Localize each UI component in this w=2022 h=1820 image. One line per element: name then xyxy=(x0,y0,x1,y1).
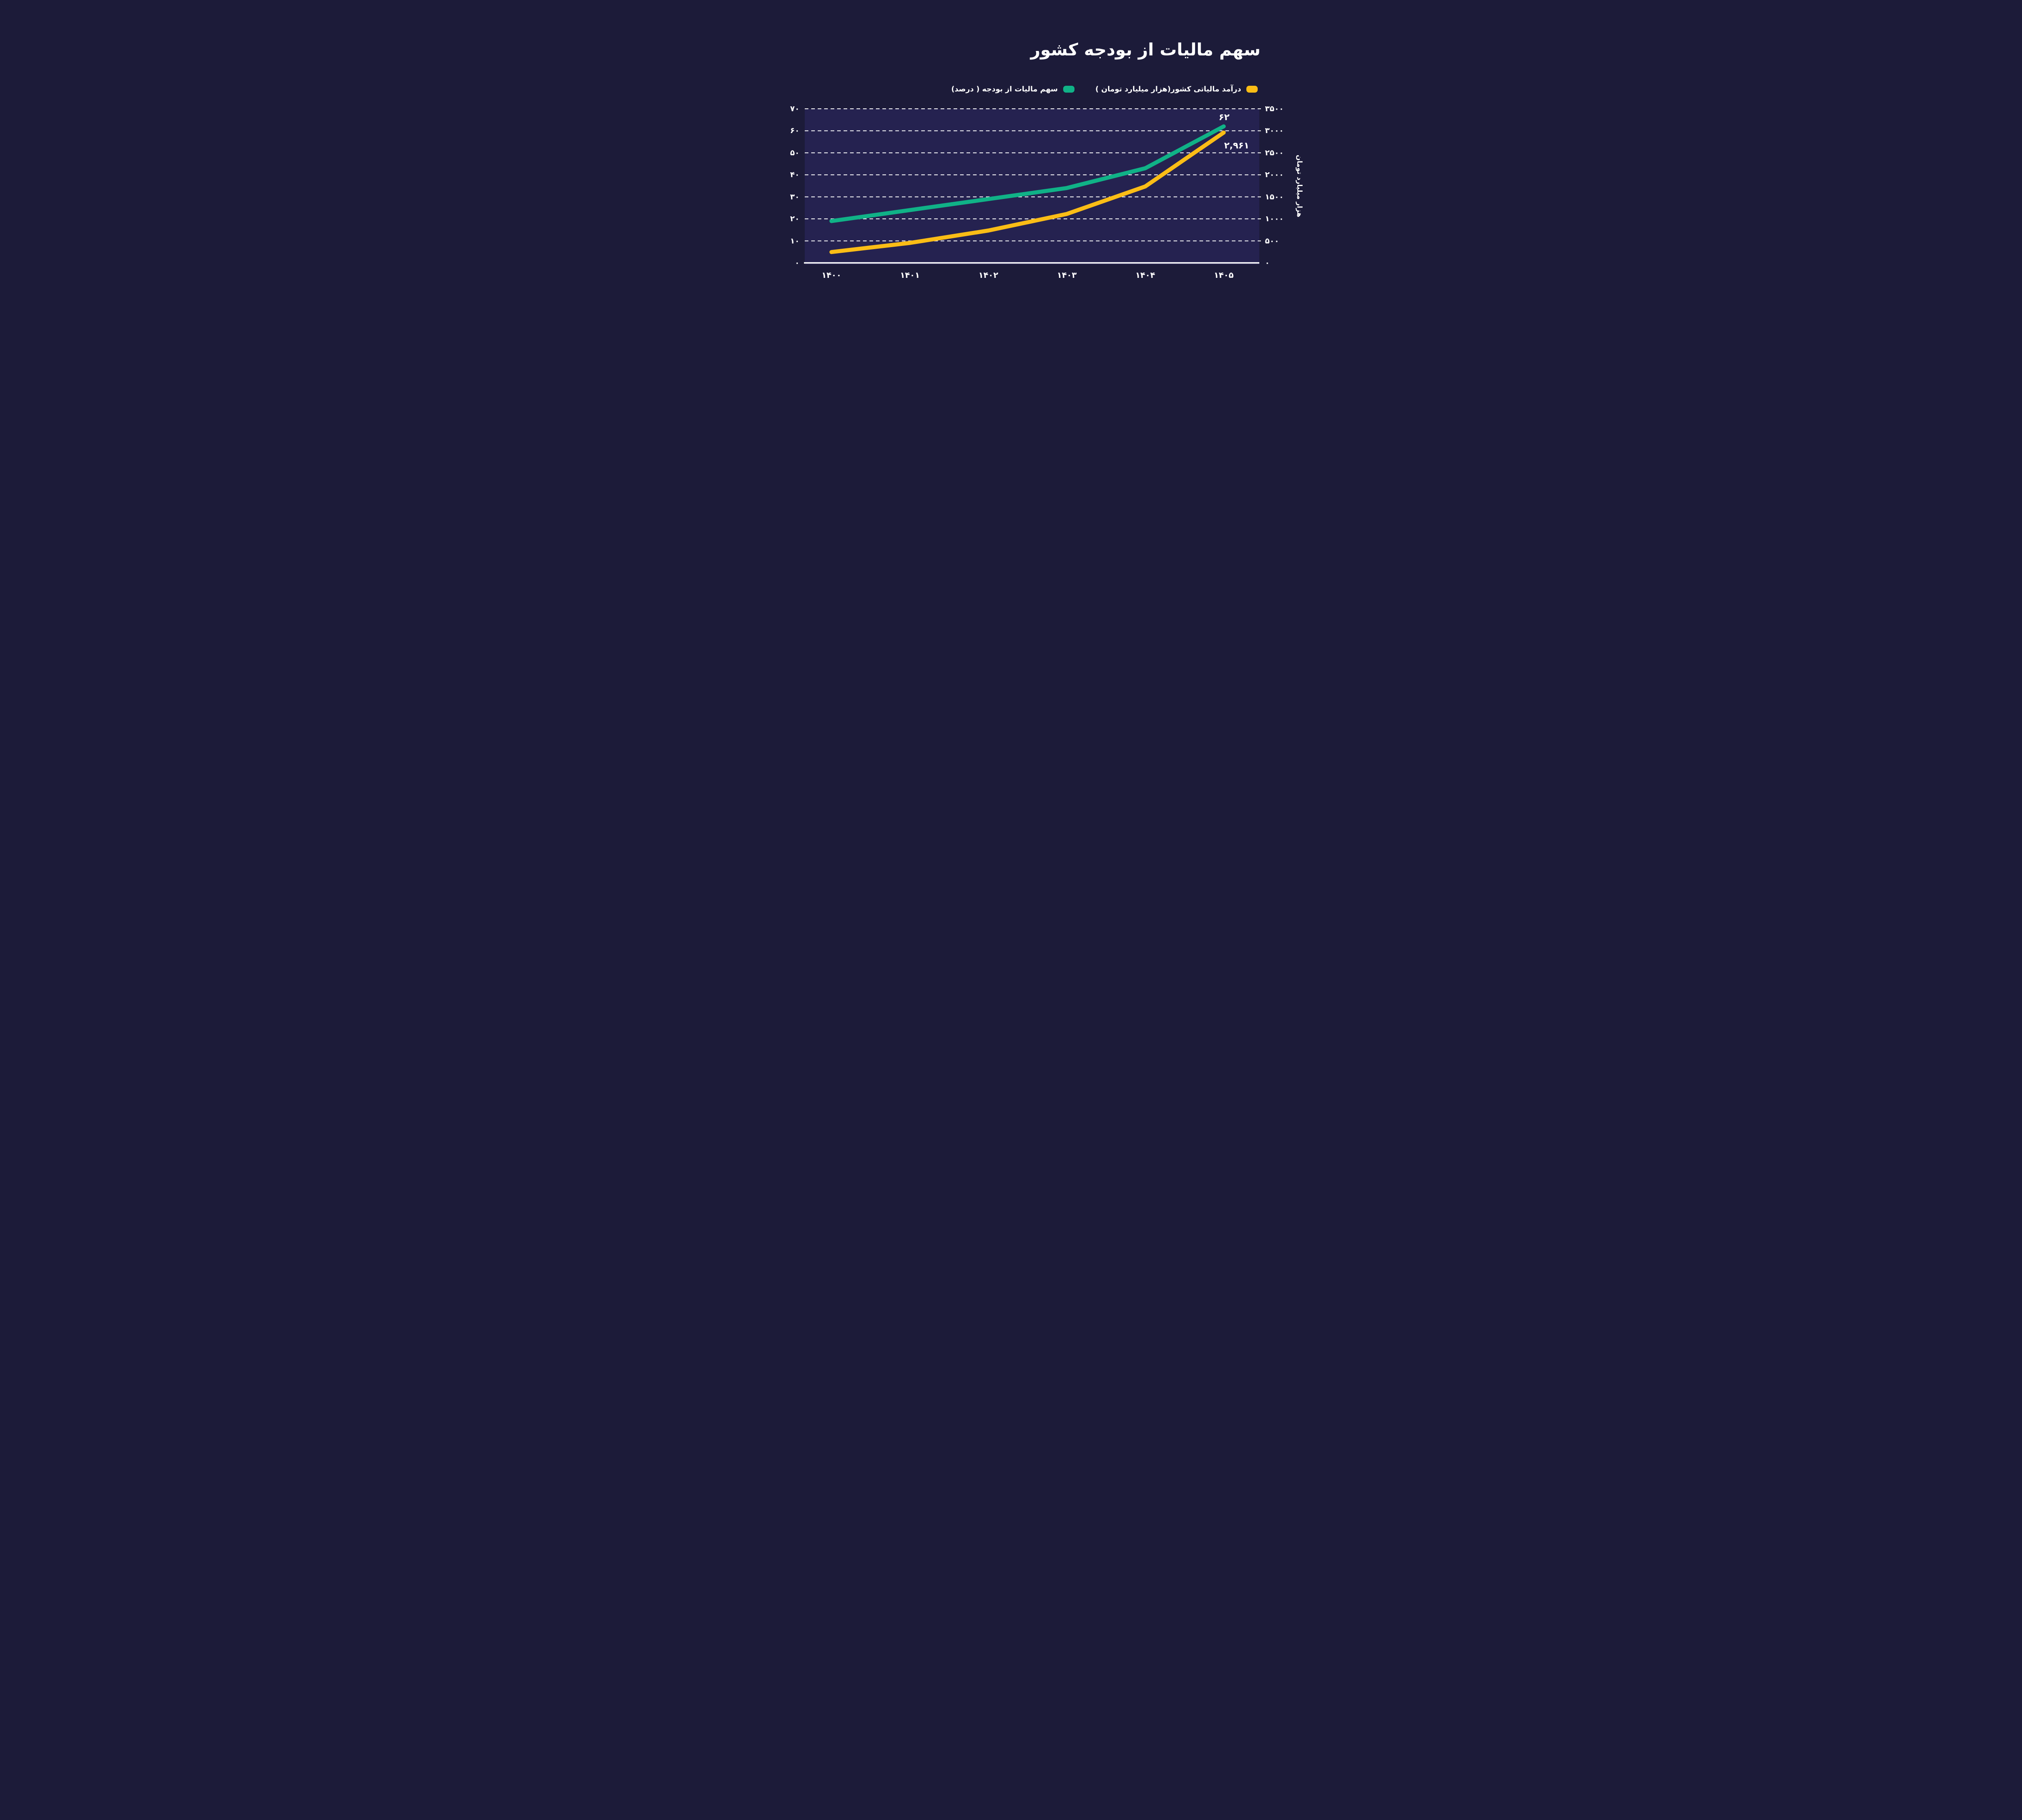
left-axis-tick: ۴۰ xyxy=(790,170,799,180)
right-axis-tick: ۲۰۰۰ xyxy=(1265,170,1284,180)
legend-label-tax-share: سهم مالیات از بودجه ( درصد) xyxy=(951,85,1058,93)
legend-label-tax-revenue: درآمد مالیاتی کشور(هزار میلیارد تومان ) xyxy=(1095,85,1241,93)
legend-swatch-green-icon xyxy=(1063,86,1074,93)
legend-item-tax-revenue: درآمد مالیاتی کشور(هزار میلیارد تومان ) xyxy=(1096,85,1258,93)
right-axis-tick: ۳۵۰۰ xyxy=(1265,104,1284,113)
left-axis-tick: ۰ xyxy=(795,258,799,267)
left-axis-tick: ۳۰ xyxy=(790,192,799,201)
right-axis-tick: ۱۵۰۰ xyxy=(1265,192,1284,201)
x-axis-label: ۱۴۰۵ xyxy=(1214,270,1234,280)
right-axis-title: هزار میلیارد تومان xyxy=(1295,154,1303,218)
right-axis-tick: ۲۵۰۰ xyxy=(1265,148,1284,157)
chart-title: سهم مالیات از بودجه کشور xyxy=(1030,40,1261,59)
annotation-tax-revenue-value: ۲,۹۶۱ xyxy=(1224,140,1250,151)
left-axis-tick: ۶۰ xyxy=(790,126,799,135)
annotation-tax-share-value: ۶۲ xyxy=(1218,112,1230,123)
left-axis-tick: ۵۰ xyxy=(790,148,799,157)
infographic-canvas: سهم مالیات از بودجه کشور درآمد مالیاتی ک… xyxy=(687,0,1335,364)
x-axis-label: ۱۴۰۱ xyxy=(900,270,920,280)
left-axis-tick: ۷۰ xyxy=(790,104,799,113)
x-axis-label: ۱۴۰۴ xyxy=(1135,270,1155,280)
x-axis-label: ۱۴۰۳ xyxy=(1057,270,1077,280)
legend-item-tax-share: سهم مالیات از بودجه ( درصد) xyxy=(951,85,1074,93)
x-axis-label: ۱۴۰۰ xyxy=(821,270,842,280)
right-axis-tick: ۵۰۰ xyxy=(1265,236,1279,245)
line-chart xyxy=(687,0,1335,364)
right-axis-tick: ۰ xyxy=(1265,258,1270,267)
x-axis-label: ۱۴۰۲ xyxy=(978,270,998,280)
right-axis-tick: ۱۰۰۰ xyxy=(1265,214,1284,224)
legend-swatch-yellow-icon xyxy=(1246,86,1258,93)
legend: درآمد مالیاتی کشور(هزار میلیارد تومان ) … xyxy=(951,85,1258,93)
left-axis-tick: ۱۰ xyxy=(790,236,799,245)
left-axis-tick: ۲۰ xyxy=(790,214,799,224)
right-axis-tick: ۳۰۰۰ xyxy=(1265,126,1284,135)
